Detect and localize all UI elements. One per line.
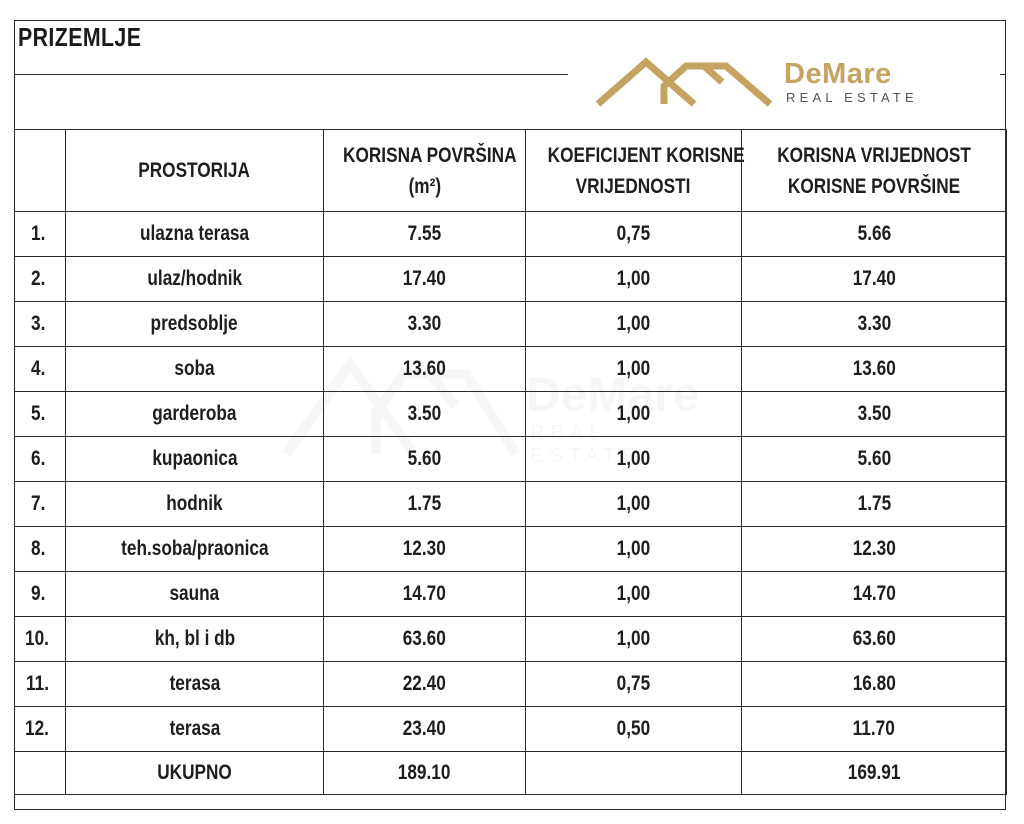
total-coefficient bbox=[525, 751, 742, 795]
coefficient: 1,00 bbox=[525, 526, 742, 572]
coefficient: 1,00 bbox=[525, 436, 742, 482]
usable-area: 3.30 bbox=[323, 301, 526, 347]
row-number: 5. bbox=[14, 391, 66, 437]
row-number: 3. bbox=[14, 301, 66, 347]
room-name: garderoba bbox=[65, 391, 324, 437]
coefficient: 0,75 bbox=[525, 661, 742, 707]
room-name: sauna bbox=[65, 571, 324, 617]
row-number: 6. bbox=[14, 436, 66, 482]
usable-value: 5.60 bbox=[741, 436, 1007, 482]
usable-area: 5.60 bbox=[323, 436, 526, 482]
total-value: 169.91 bbox=[741, 751, 1007, 795]
room-name: hodnik bbox=[65, 481, 324, 527]
usable-value: 12.30 bbox=[741, 526, 1007, 572]
house-roof-logo-icon bbox=[595, 57, 773, 107]
row-number: 9. bbox=[14, 571, 66, 617]
row-number: 1. bbox=[14, 211, 66, 257]
usable-value: 3.50 bbox=[741, 391, 1007, 437]
table-row: 2. ulaz/hodnik 17.40 1,00 17.40 bbox=[14, 256, 1007, 302]
usable-area: 1.75 bbox=[323, 481, 526, 527]
row-number: 7. bbox=[14, 481, 66, 527]
title-divider-end bbox=[1000, 74, 1006, 75]
usable-area: 14.70 bbox=[323, 571, 526, 617]
total-row: UKUPNO 189.10 169.91 bbox=[14, 751, 1007, 795]
table-row: 8. teh.soba/praonica 12.30 1,00 12.30 bbox=[14, 526, 1007, 572]
table-row: 6. kupaonica 5.60 1,00 5.60 bbox=[14, 436, 1007, 482]
total-index bbox=[14, 751, 66, 795]
room-name: terasa bbox=[65, 661, 324, 707]
row-number: 4. bbox=[14, 346, 66, 392]
coefficient: 1,00 bbox=[525, 256, 742, 302]
logo-brand: DeMare bbox=[784, 58, 892, 90]
usable-value: 13.60 bbox=[741, 346, 1007, 392]
usable-value: 3.30 bbox=[741, 301, 1007, 347]
coefficient: 1,00 bbox=[525, 481, 742, 527]
usable-value: 5.66 bbox=[741, 211, 1007, 257]
usable-area: 22.40 bbox=[323, 661, 526, 707]
table-row: 11. terasa 22.40 0,75 16.80 bbox=[14, 661, 1007, 707]
coefficient: 0,75 bbox=[525, 211, 742, 257]
coefficient: 1,00 bbox=[525, 391, 742, 437]
usable-area: 7.55 bbox=[323, 211, 526, 257]
row-number: 12. bbox=[14, 706, 66, 752]
total-area: 189.10 bbox=[323, 751, 526, 795]
header-coefficient: KOEFICIJENT KORISNE VRIJEDNOSTI bbox=[525, 129, 745, 212]
table-row: 12. terasa 23.40 0,50 11.70 bbox=[14, 706, 1007, 752]
row-number: 8. bbox=[14, 526, 66, 572]
table-row: 5. garderoba 3.50 1,00 3.50 bbox=[14, 391, 1007, 437]
usable-area: 63.60 bbox=[323, 616, 526, 662]
title-divider bbox=[14, 74, 568, 75]
header-usable-value: KORISNA VRIJEDNOST KORISNE POVRŠINE bbox=[741, 129, 1007, 212]
coefficient: 0,50 bbox=[525, 706, 742, 752]
page-title: PRIZEMLJE bbox=[18, 22, 142, 52]
room-name: soba bbox=[65, 346, 324, 392]
usable-value: 1.75 bbox=[741, 481, 1007, 527]
room-name: kupaonica bbox=[65, 436, 324, 482]
coefficient: 1,00 bbox=[525, 301, 742, 347]
table-row: 9. sauna 14.70 1,00 14.70 bbox=[14, 571, 1007, 617]
row-number: 10. bbox=[14, 616, 66, 662]
room-area-table: PROSTORIJA KORISNA POVRŠINA (m²) KOEFICI… bbox=[14, 129, 1007, 795]
usable-value: 17.40 bbox=[741, 256, 1007, 302]
logo-subtitle: REAL ESTATE bbox=[786, 90, 918, 105]
coefficient: 1,00 bbox=[525, 616, 742, 662]
row-number: 2. bbox=[14, 256, 66, 302]
coefficient: 1,00 bbox=[525, 346, 742, 392]
room-name: ulaz/hodnik bbox=[65, 256, 324, 302]
total-label: UKUPNO bbox=[65, 751, 324, 795]
usable-area: 17.40 bbox=[323, 256, 526, 302]
usable-value: 14.70 bbox=[741, 571, 1007, 617]
room-name: predsoblje bbox=[65, 301, 324, 347]
usable-area: 13.60 bbox=[323, 346, 526, 392]
usable-area: 12.30 bbox=[323, 526, 526, 572]
header-index bbox=[14, 129, 66, 212]
header-room: PROSTORIJA bbox=[65, 129, 324, 212]
table-row: 7. hodnik 1.75 1,00 1.75 bbox=[14, 481, 1007, 527]
header-area: KORISNA POVRŠINA (m²) bbox=[323, 129, 526, 212]
room-name: kh, bl i db bbox=[65, 616, 324, 662]
table-row: 3. predsoblje 3.30 1,00 3.30 bbox=[14, 301, 1007, 347]
room-name: terasa bbox=[65, 706, 324, 752]
row-number: 11. bbox=[14, 661, 66, 707]
coefficient: 1,00 bbox=[525, 571, 742, 617]
usable-value: 11.70 bbox=[741, 706, 1007, 752]
table-row: 10. kh, bl i db 63.60 1,00 63.60 bbox=[14, 616, 1007, 662]
room-name: teh.soba/praonica bbox=[65, 526, 324, 572]
table-row: 1. ulazna terasa 7.55 0,75 5.66 bbox=[14, 211, 1007, 257]
demare-logo: DeMare REAL ESTATE bbox=[594, 56, 964, 110]
table-row: 4. soba 13.60 1,00 13.60 bbox=[14, 346, 1007, 392]
table-header-row: PROSTORIJA KORISNA POVRŠINA (m²) KOEFICI… bbox=[14, 129, 1007, 212]
usable-area: 3.50 bbox=[323, 391, 526, 437]
usable-value: 16.80 bbox=[741, 661, 1007, 707]
usable-value: 63.60 bbox=[741, 616, 1007, 662]
room-name: ulazna terasa bbox=[65, 211, 324, 257]
usable-area: 23.40 bbox=[323, 706, 526, 752]
